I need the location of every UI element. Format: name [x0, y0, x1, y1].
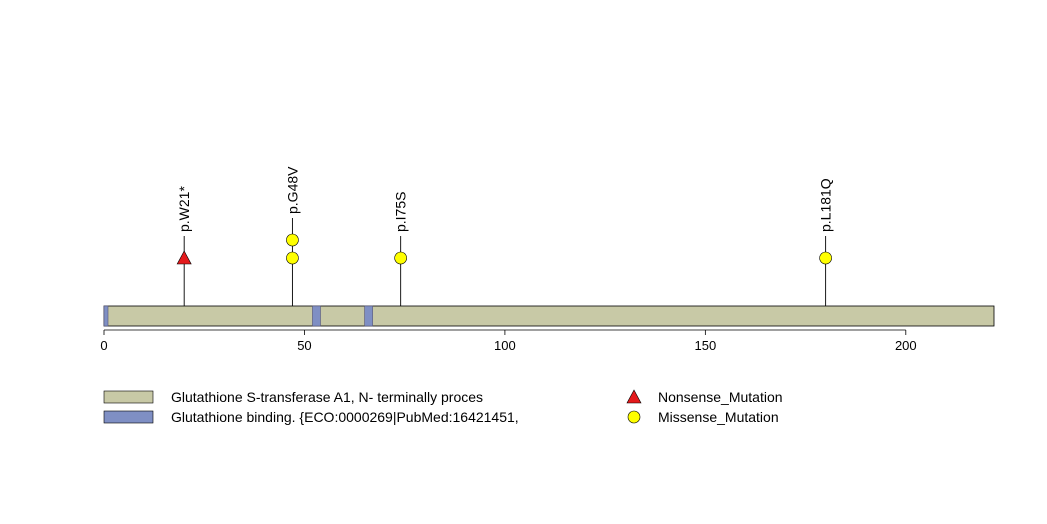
legend-domain-swatch — [103, 410, 154, 424]
x-axis: 0 50 100 150 200 — [100, 329, 917, 353]
missense-marker — [286, 251, 299, 265]
mutation-markers — [176, 233, 832, 265]
missense-marker — [394, 251, 407, 265]
x-tick-label: 50 — [297, 338, 311, 353]
domain-segment-2 — [312, 305, 321, 327]
legend: Glutathione S-transferase A1, N- termina… — [103, 389, 783, 425]
missense-marker — [286, 233, 299, 247]
mutation-label: p.L181Q — [818, 178, 834, 232]
mutation-label: p.W21* — [176, 186, 192, 232]
mutation-label: p.I75S — [393, 192, 409, 232]
legend-mutation-label: Nonsense_Mutation — [658, 389, 783, 405]
legend-domain-swatch — [103, 390, 154, 404]
x-tick-label: 150 — [694, 338, 716, 353]
missense-marker — [819, 251, 832, 265]
domain-bar — [103, 305, 995, 327]
x-tick-label: 100 — [494, 338, 516, 353]
x-tick-label: 200 — [895, 338, 917, 353]
legend-domain-label: Glutathione binding. {ECO:0000269|PubMed… — [171, 409, 519, 425]
domain-segment-3 — [364, 305, 373, 327]
legend-domain-label: Glutathione S-transferase A1, N- termina… — [171, 389, 483, 405]
domain-segment-1 — [103, 305, 109, 327]
mutation-label: p.G48V — [284, 166, 300, 214]
protein-backbone — [103, 305, 995, 327]
mutation-labels: p.W21* p.G48V p.I75S p.L181Q — [176, 166, 833, 232]
x-tick-label: 0 — [100, 338, 107, 353]
legend-nonsense-icon — [626, 389, 642, 404]
nonsense-marker — [176, 250, 192, 265]
legend-mutation-label: Missense_Mutation — [658, 409, 779, 425]
legend-missense-icon — [627, 410, 641, 424]
